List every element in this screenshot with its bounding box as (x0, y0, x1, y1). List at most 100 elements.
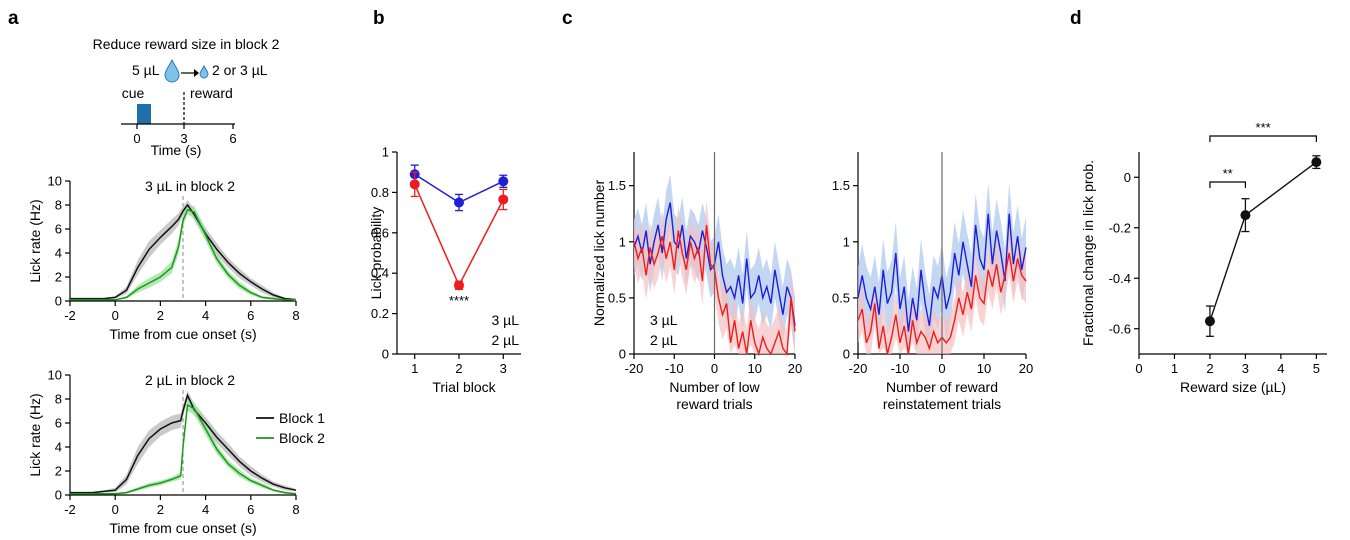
a-bottom-ytick-label: 8 (55, 392, 62, 407)
a-bottom-xtick-label: 4 (202, 502, 209, 517)
panel-letter-d: d (1070, 8, 1082, 29)
c-left-xtick-label: -10 (665, 361, 684, 376)
d-ytick-label: 0 (1124, 170, 1131, 185)
d-ytick-label: -0.4 (1109, 271, 1131, 286)
a-top-series-0-band (70, 200, 296, 301)
d-ylabel: Fractional change in lick prob. (1080, 160, 1096, 346)
d-xtick-label: 4 (1277, 361, 1284, 376)
cue-box (137, 104, 151, 124)
c-left-xtick-label: 20 (788, 361, 802, 376)
c-left-ylabel: Normalized lick number (591, 180, 607, 327)
c-left-xtick-label: -20 (625, 361, 644, 376)
panel-letter-a: a (8, 8, 19, 29)
schematic-to-label: 2 or 3 µL (212, 62, 268, 78)
c-right-series-1-band (858, 230, 1026, 354)
a-bottom-ytick-label: 4 (55, 440, 62, 455)
a-top-ylabel: Lick rate (Hz) (27, 199, 43, 282)
c-right-ytick-label: 0.5 (832, 290, 850, 305)
a-bottom-ytick-label: 6 (55, 416, 62, 431)
b-ylabel: Lick probability (368, 207, 384, 300)
b-series-1-point (409, 179, 420, 190)
schematic-xlabel: Time (s) (151, 142, 202, 158)
panel-letter-b: b (373, 8, 385, 29)
c-left-xtick-label: 10 (748, 361, 762, 376)
c-left-ytick-label: 1 (619, 234, 626, 249)
schematic-tick-0: 0 (133, 131, 140, 146)
a-bottom-legend-label-1: Block 2 (279, 430, 325, 446)
a-top-xlabel: Time from cue onset (s) (109, 326, 256, 342)
a-top-ytick-label: 4 (55, 246, 62, 261)
a-bottom-xtick-label: -2 (64, 502, 76, 517)
a-top-ytick-label: 0 (55, 294, 62, 309)
d-xtick-label: 2 (1206, 361, 1213, 376)
c-right-xtick-label: -20 (849, 361, 868, 376)
c-left-xtick-label: 0 (711, 361, 718, 376)
c-right-xtick-label: 10 (977, 361, 991, 376)
c-left-xlabel: reward trials (676, 396, 752, 412)
c-right-xlabel: Number of reward (886, 379, 998, 395)
a-bottom-xtick-label: 6 (247, 502, 254, 517)
b-xtick-label: 3 (500, 361, 507, 376)
a-bottom-ytick-label: 2 (55, 464, 62, 479)
c-right-ytick-label: 1.5 (832, 178, 850, 193)
d-point (1311, 157, 1322, 168)
d-xlabel: Reward size (µL) (1180, 379, 1286, 395)
chart-c-right: 0 0.5 1 1.5 -20 -10 0 10 20 Number of rewardreins… (832, 152, 1033, 412)
a-bottom-ytick-label: 10 (48, 368, 62, 383)
b-series-1-point (454, 280, 464, 291)
b-significance: **** (449, 293, 469, 308)
c-right-xtick-label: 0 (938, 361, 945, 376)
c-right-ytick-label: 1 (843, 234, 850, 249)
schematic-title: Reduce reward size in block 2 (93, 36, 280, 52)
cue-label: cue (122, 85, 145, 101)
c-left-ytick-label: 0 (619, 347, 626, 362)
d-significance-bracket (1209, 135, 1317, 142)
c-right-xtick-label: 20 (1019, 361, 1033, 376)
a-top-series-1-line (70, 208, 296, 301)
b-series-1-point (498, 194, 509, 205)
c-left-series-0-label: 3 µL (650, 312, 678, 328)
b-xtick-label: 2 (455, 361, 462, 376)
d-ytick-label: -0.6 (1109, 321, 1131, 336)
a-bottom-xtick-label: 8 (292, 502, 299, 517)
a-top-ytick-label: 2 (55, 270, 62, 285)
arrow-right-icon (181, 69, 199, 77)
d-significance-label: *** (1256, 120, 1271, 135)
b-series-0-point (498, 176, 509, 187)
b-xlabel: Trial block (432, 379, 496, 395)
d-significance-bracket (1209, 181, 1247, 188)
c-right-ytick-label: 0 (843, 347, 850, 362)
d-ytick-label: -0.2 (1109, 220, 1131, 235)
a-bottom-series-1-line (70, 403, 297, 495)
schematic: Reduce reward size in block 2 5 µL 2 or … (93, 36, 280, 158)
b-ytick-label: 0.4 (371, 266, 389, 281)
a-top-xtick-label: 8 (292, 308, 299, 323)
b-ytick-label: 1 (382, 145, 389, 160)
c-right-xlabel: reinstatement trials (883, 396, 1001, 412)
schematic-tick-3: 3 (180, 131, 187, 146)
reward-label: reward (190, 85, 233, 101)
a-bottom-ytick-label: 0 (55, 488, 62, 503)
panel-letter-c: c (562, 8, 573, 29)
a-bottom-xtick-label: 2 (157, 502, 164, 517)
a-top-series-0-line (70, 203, 297, 301)
d-series-0-line (1209, 161, 1317, 322)
c-left-xlabel: Number of low (669, 379, 760, 395)
chart-d: -0.6 -0.4 -0.2 0 0 1 2 3 4 5 Reward size (µL) Fract… (1080, 120, 1327, 395)
a-top-title: 3 µL in block 2 (145, 178, 235, 194)
a-top-ytick-label: 10 (48, 174, 62, 189)
a-top-xtick-label: 0 (112, 308, 119, 323)
a-top-xtick-label: -2 (64, 308, 76, 323)
c-right-xtick-label: -10 (891, 361, 910, 376)
d-xtick-label: 1 (1171, 361, 1178, 376)
a-bottom-legend-label-0: Block 1 (279, 410, 325, 426)
b-series-0-label: 3 µL (491, 312, 519, 328)
c-left-ytick-label: 0.5 (608, 290, 626, 305)
a-top-xtick-label: 6 (247, 308, 254, 323)
d-xtick-label: 3 (1242, 361, 1249, 376)
chart-b: 0 0.2 0.4 0.6 0.8 1 1 2 3 Trial block Lick probabi… (368, 145, 521, 395)
